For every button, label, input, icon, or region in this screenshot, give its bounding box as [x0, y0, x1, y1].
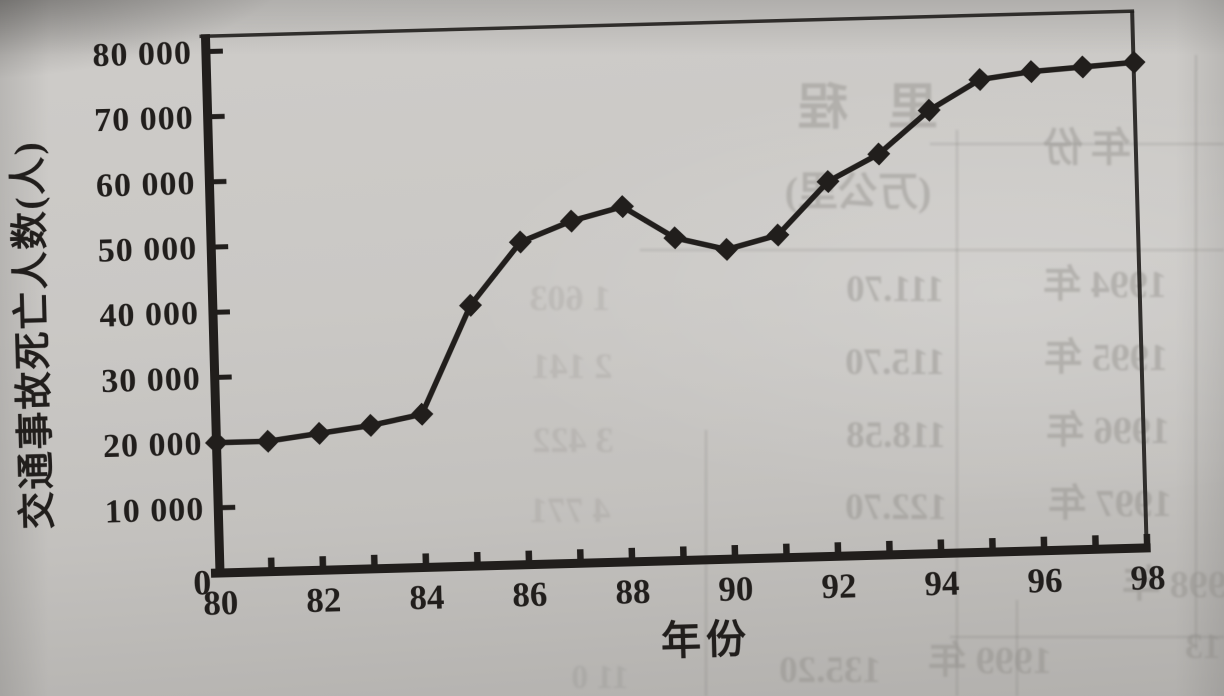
bleedthrough-text: 年份: [1035, 125, 1131, 170]
y-tick-label: 30 000: [101, 360, 201, 400]
bleedthrough-text: 1 603: [530, 278, 611, 318]
y-axis-title: 交通事故死亡人数(人): [6, 140, 60, 530]
bleedthrough-text: 4 771: [530, 490, 611, 530]
plot-border-right: [1130, 11, 1149, 548]
x-tick-label: 96: [1027, 561, 1063, 601]
bleedthrough-text: 135.20: [779, 650, 881, 691]
y-tick-label: 0: [193, 562, 212, 602]
y-tick-label: 70 000: [94, 100, 194, 140]
y-tick-label: 10 000: [104, 491, 204, 531]
bleedthrough-text: 118.58: [846, 415, 946, 456]
bleedthrough-text: (万公里): [785, 169, 932, 214]
data-point: [766, 223, 790, 247]
x-tick-label: 94: [924, 564, 960, 604]
bleedthrough-text: 1995 年: [1044, 337, 1168, 379]
y-tick-label: 50 000: [97, 230, 197, 270]
data-point: [917, 98, 941, 122]
data-point: [816, 170, 840, 194]
x-tick-label: 86: [512, 575, 548, 615]
data-point: [1019, 60, 1043, 84]
y-axis: [200, 34, 225, 578]
data-point: [204, 431, 228, 455]
plot-area: 0 10 000 20 000 30 000 40 000 50 000 60 000 70 …: [6, 9, 1166, 664]
bleedthrough-text: 1997 年: [1048, 483, 1172, 525]
x-tick-label: 92: [821, 566, 857, 606]
y-tick-label: 80 000: [92, 34, 192, 74]
x-tick-label: 90: [718, 569, 754, 609]
data-point: [307, 421, 331, 445]
data-point: [715, 237, 739, 261]
x-tick-label: 82: [306, 580, 342, 620]
data-point: [867, 142, 891, 166]
bleedthrough-text: 13: [1185, 626, 1221, 666]
x-tick-label: 88: [615, 572, 651, 612]
data-point: [459, 293, 482, 317]
data-line: [216, 59, 1135, 446]
x-tick-label: 80: [203, 583, 239, 623]
data-point: [559, 209, 583, 233]
data-point: [256, 429, 280, 453]
data-point: [663, 226, 687, 250]
plot-border-top: [199, 9, 1135, 39]
data-point: [1122, 50, 1146, 74]
bleedthrough-text: 122.70: [845, 487, 947, 528]
x-tick-label: 84: [409, 577, 445, 617]
y-tick-label: 40 000: [99, 295, 199, 335]
data-point: [359, 413, 383, 437]
bleedthrough-text: 2 141: [532, 346, 613, 386]
bleedthrough-text: 3 422: [533, 420, 614, 460]
bleedthrough-text: 115.70: [845, 342, 945, 383]
bleedthrough-text: 111.70: [846, 269, 944, 310]
data-point: [410, 402, 434, 426]
data-point: [1071, 55, 1095, 79]
data-point: [610, 195, 634, 219]
data-point: [968, 68, 992, 92]
data-point: [508, 230, 532, 254]
bleedthrough-text: 1998 年: [1122, 564, 1224, 606]
y-tick-label: 60 000: [95, 165, 195, 205]
y-tick-label: 20 000: [103, 426, 203, 466]
bleedthrough-text: 1996 年: [1046, 410, 1170, 452]
bleedthrough-text: 1994 年: [1043, 264, 1167, 306]
x-axis-title: 年份: [660, 616, 751, 663]
x-tick-label: 98: [1130, 558, 1166, 598]
bleedthrough-text: 11 0: [571, 659, 629, 696]
bleedthrough-text: 1999 年: [928, 640, 1052, 682]
